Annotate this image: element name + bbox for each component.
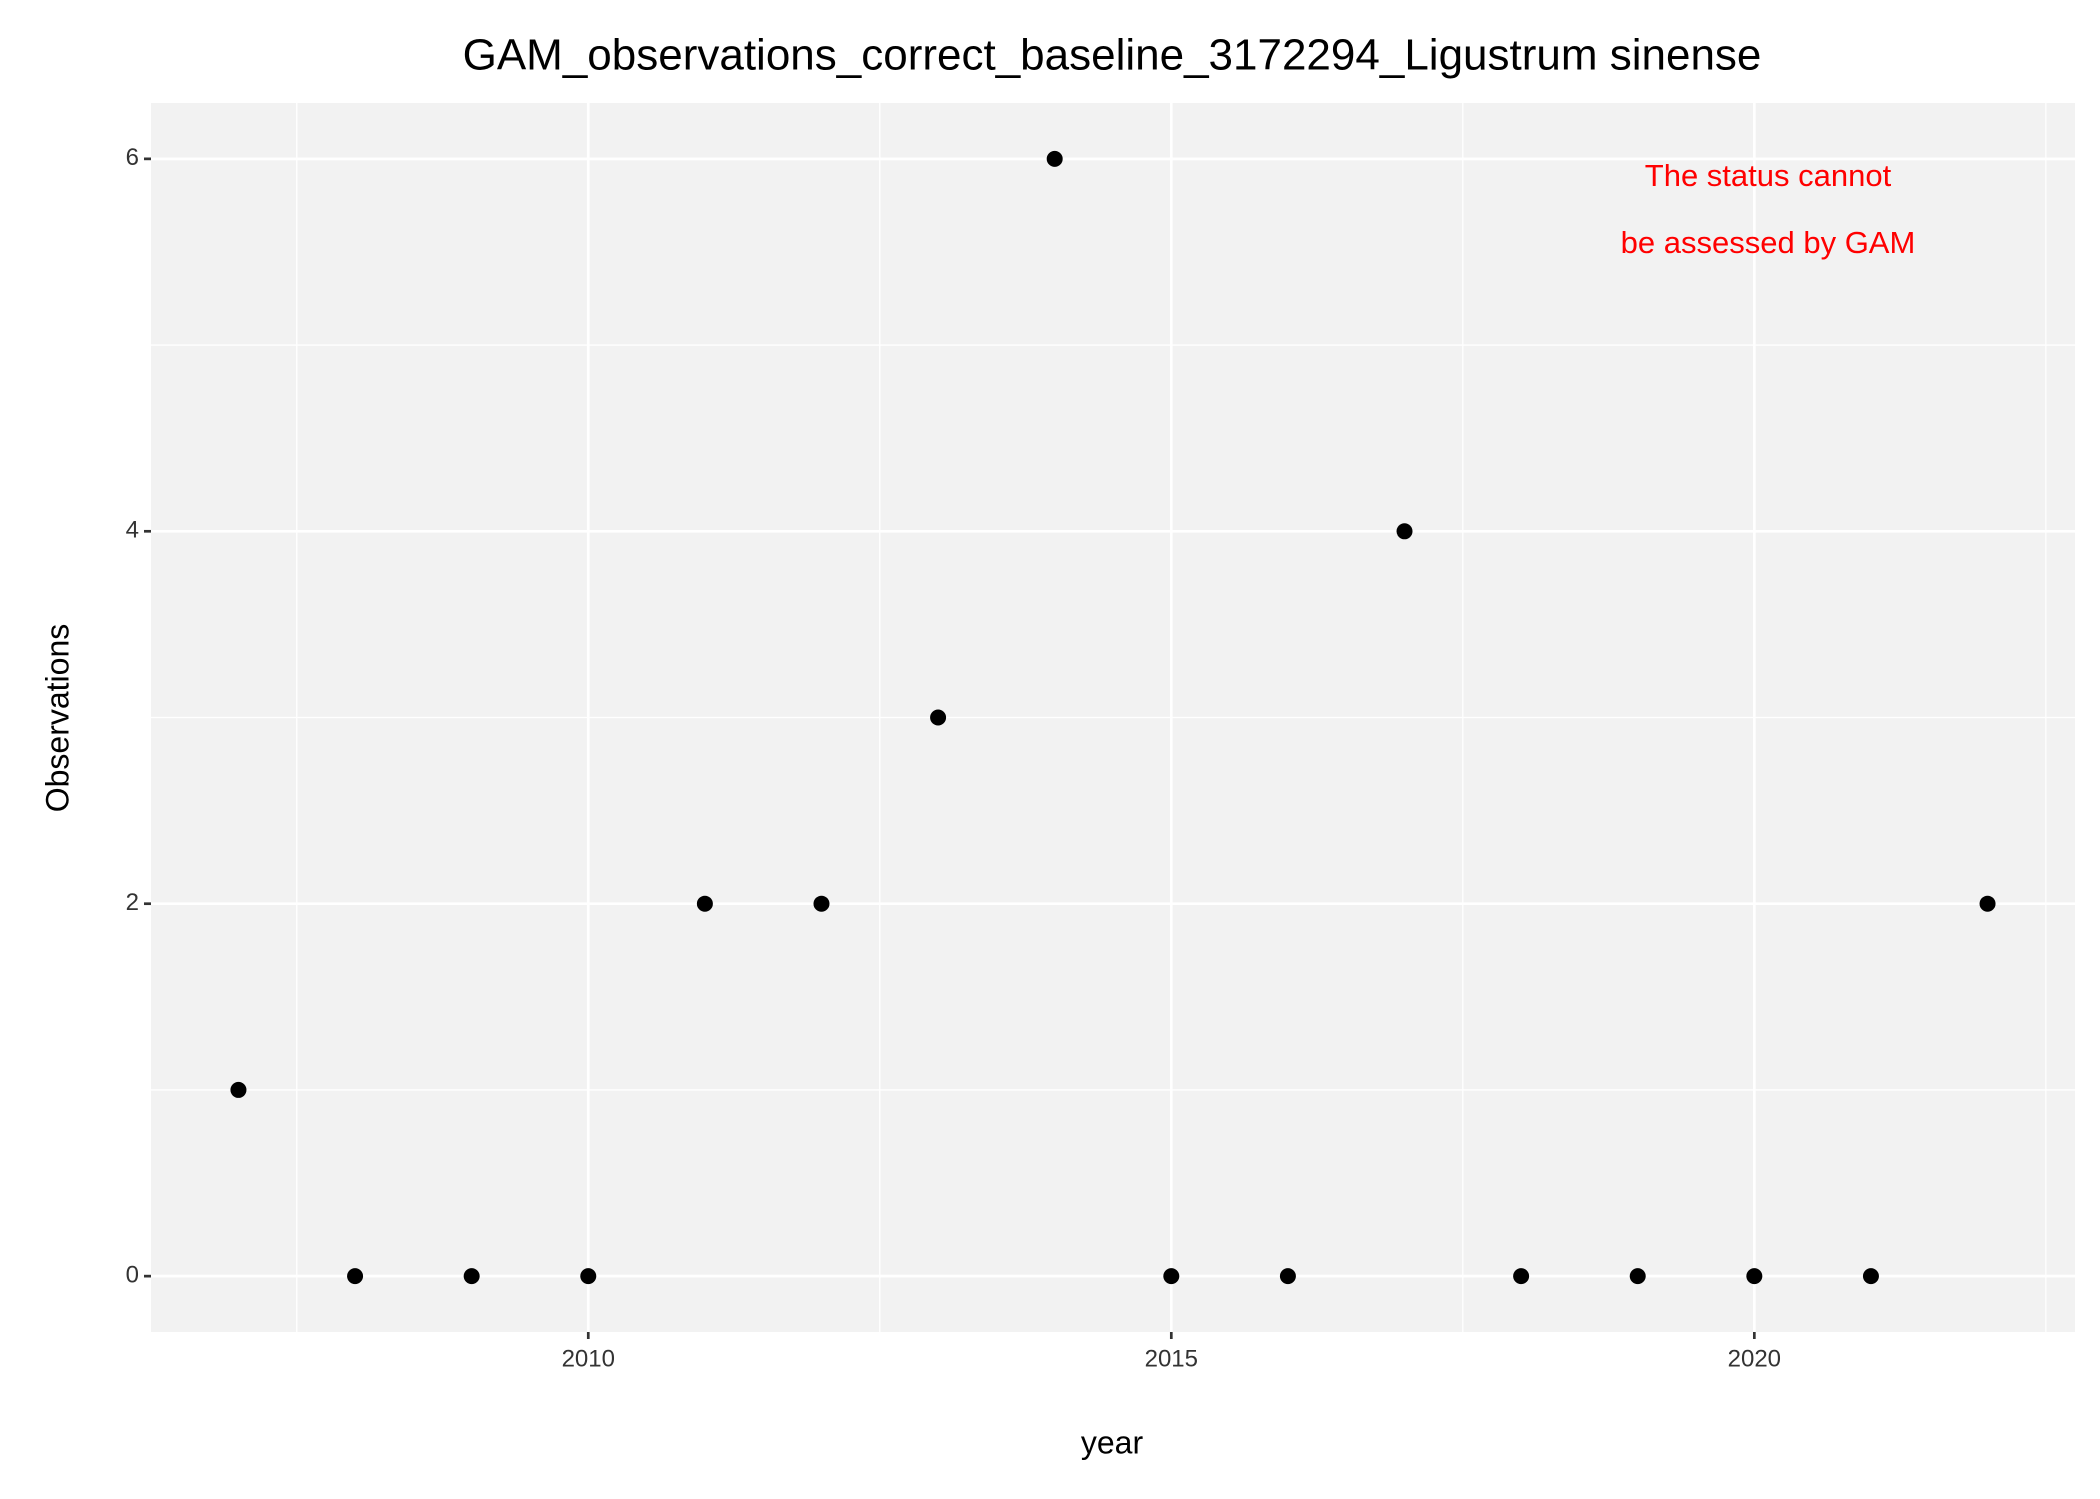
point [1046,150,1063,167]
point [1862,1268,1879,1285]
point [1746,1268,1763,1285]
annotation: be assessed by GAM [1621,225,1916,260]
point [930,709,947,726]
annotation: The status cannot [1645,158,1892,193]
point [347,1268,364,1285]
y-tick-label: 4 [126,517,139,544]
chart-title: GAM_observations_correct_baseline_317229… [463,31,1762,80]
x-tick-label: 2015 [1145,1345,1198,1372]
point [1163,1268,1180,1285]
point [580,1268,597,1285]
point [1513,1268,1530,1285]
point [230,1081,247,1098]
point [1279,1268,1296,1285]
x-axis-label: year [1081,1424,1144,1460]
point [1979,895,1996,912]
point [696,895,713,912]
point [463,1268,480,1285]
point [1629,1268,1646,1285]
y-tick-label: 0 [126,1261,139,1288]
x-tick-label: 2010 [562,1345,615,1372]
x-tick-label: 2020 [1728,1345,1781,1372]
point [1396,523,1413,540]
y-axis-label: Observations [39,624,75,813]
y-tick-label: 2 [126,889,139,916]
y-tick-label: 6 [126,144,139,171]
point [813,895,830,912]
